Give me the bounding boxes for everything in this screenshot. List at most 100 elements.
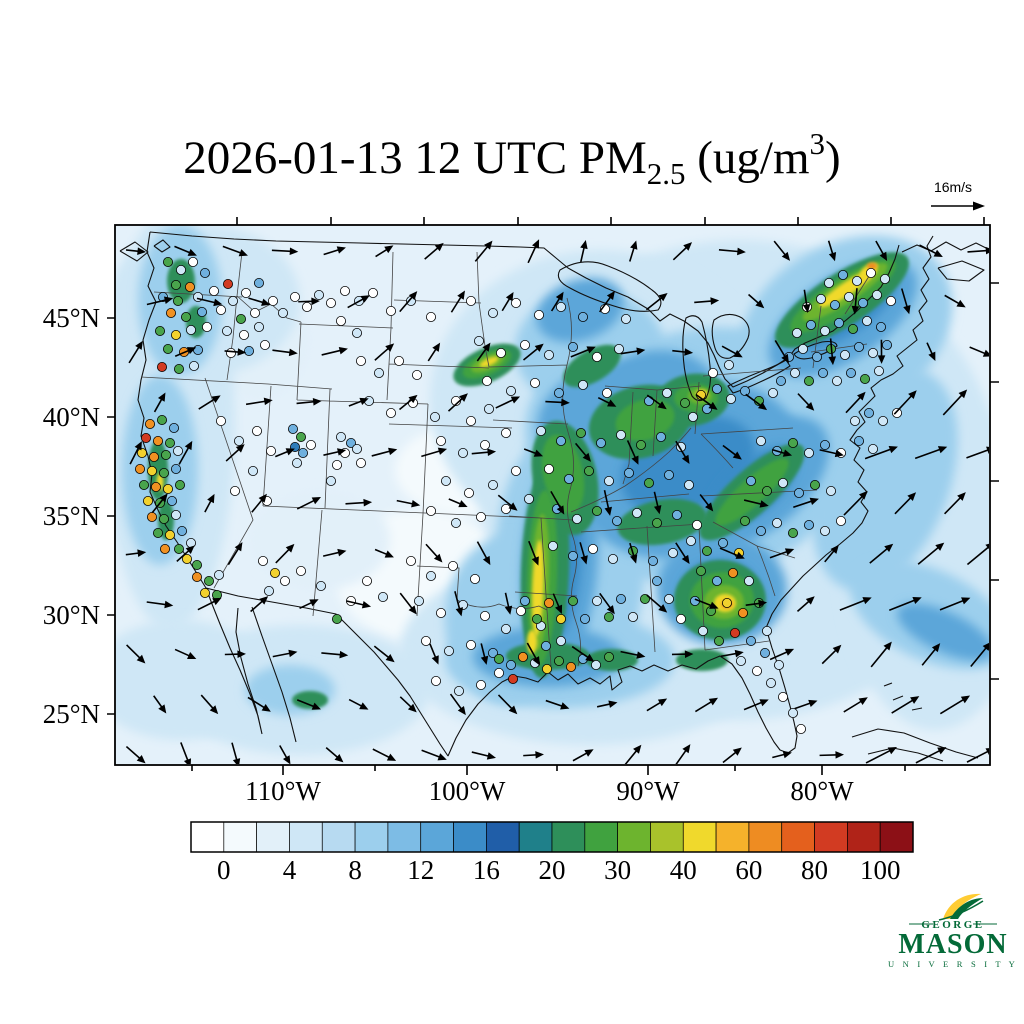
- wind-arrow: [476, 541, 491, 566]
- station-marker: [435, 435, 446, 446]
- station-marker: [640, 594, 651, 605]
- station-marker: [500, 503, 511, 514]
- wind-arrow: [375, 245, 394, 258]
- pm-region: [245, 665, 335, 715]
- wind-arrow: [527, 239, 540, 264]
- colorbar-cell: [321, 821, 356, 853]
- station-marker: [838, 269, 849, 280]
- wind-arrow: [597, 396, 617, 407]
- wind-arrow: [323, 246, 346, 256]
- station-marker: [621, 313, 632, 324]
- colorbar-cell: [387, 821, 422, 853]
- station-marker: [405, 556, 416, 567]
- station-marker: [475, 680, 486, 691]
- wind-arrow: [323, 448, 347, 456]
- wind-arrow: [373, 645, 395, 663]
- station-marker: [331, 614, 342, 625]
- station-marker: [313, 289, 324, 300]
- colorbar-cell: [617, 821, 651, 853]
- wind-arrow: [722, 747, 742, 764]
- wind-arrow: [174, 347, 197, 357]
- station-marker: [810, 479, 821, 490]
- station-marker: [568, 551, 579, 562]
- station-marker: [385, 305, 396, 316]
- colorbar-tick-label: 8: [348, 855, 362, 885]
- wind-arrow: [296, 699, 321, 710]
- wind-arrow: [450, 290, 465, 313]
- wind-vectors-layer: [125, 239, 989, 764]
- lon-label-110: 110°W: [245, 776, 321, 806]
- colorbar-tick-label: 16: [473, 855, 500, 885]
- pm-region: [536, 277, 624, 343]
- wind-arrow: [939, 597, 971, 611]
- station-marker: [662, 387, 673, 398]
- wind-arrow: [769, 648, 795, 661]
- station-marker: [162, 256, 173, 267]
- station-marker: [702, 546, 713, 557]
- station-marker: [541, 641, 552, 652]
- wind-arrow: [821, 644, 842, 665]
- logo-text-george: GEORGE: [921, 919, 984, 931]
- wind-arrow: [321, 650, 349, 659]
- station-marker: [806, 319, 817, 330]
- station-marker: [684, 479, 695, 490]
- station-marker: [277, 307, 288, 318]
- wind-arrow: [718, 247, 746, 256]
- colorbar-tick-label: 4: [283, 855, 297, 885]
- station-marker: [712, 383, 723, 394]
- station-marker: [872, 289, 883, 300]
- wind-arrow: [371, 447, 398, 457]
- wind-arrow: [653, 491, 662, 515]
- station-marker: [243, 345, 254, 356]
- wind-arrow: [322, 548, 347, 557]
- station-marker: [201, 321, 212, 332]
- station-marker: [568, 341, 579, 352]
- wind-arrow: [180, 742, 192, 764]
- canada-coast-path: [119, 239, 989, 282]
- station-marker: [826, 485, 837, 496]
- station-marker: [568, 596, 579, 607]
- wind-arrow: [398, 394, 418, 411]
- logo-leaf-gold: [943, 893, 981, 919]
- station-marker: [812, 351, 823, 362]
- wind-arrow: [570, 346, 596, 358]
- station-marker: [251, 425, 262, 436]
- station-marker: [848, 323, 859, 334]
- colorbar-frame: [190, 821, 914, 853]
- wind-arrow: [743, 699, 769, 711]
- station-marker: [862, 315, 873, 326]
- wind-arrow: [178, 440, 193, 465]
- station-marker: [335, 315, 346, 326]
- station-marker: [420, 636, 431, 647]
- station-marker: [578, 311, 589, 322]
- wind-arrow: [646, 594, 668, 613]
- title-subscript: 2.5: [646, 156, 686, 191]
- coastline-path: [137, 231, 934, 757]
- station-marker: [672, 509, 683, 520]
- station-marker: [578, 379, 589, 390]
- lon-axis: 110°W 100°W 90°W 80°W: [245, 776, 854, 806]
- station-marker: [886, 295, 897, 306]
- station-marker: [652, 576, 663, 587]
- wind-arrow: [497, 694, 518, 715]
- station-marker: [580, 614, 591, 625]
- station-marker: [229, 485, 240, 496]
- wind-arrow: [421, 749, 447, 761]
- wind-arrow: [672, 348, 694, 356]
- wind-arrow: [620, 650, 646, 659]
- station-marker: [728, 568, 739, 579]
- wind-arrow: [894, 492, 917, 515]
- wind-arrow: [146, 296, 174, 306]
- station-marker: [411, 369, 422, 380]
- wind-arrow: [748, 293, 765, 309]
- wind-arrow: [227, 542, 243, 566]
- station-marker: [453, 686, 464, 697]
- wind-arrow: [870, 641, 892, 668]
- station-marker: [756, 526, 767, 537]
- logo-text-mason: MASON: [898, 929, 1007, 960]
- station-marker: [556, 435, 567, 446]
- wind-arrow: [274, 448, 295, 458]
- colorbar-cell: [453, 821, 487, 853]
- lon-label-100: 100°W: [429, 776, 506, 806]
- colorbar-tick-label: 100: [860, 855, 901, 885]
